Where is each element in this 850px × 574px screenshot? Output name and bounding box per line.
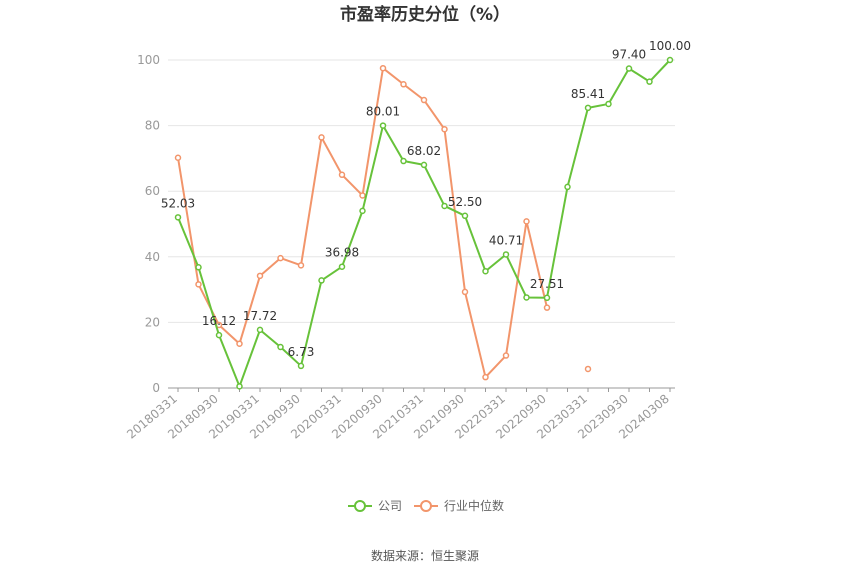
- data-point: [584, 104, 592, 112]
- data-label: 100.00: [649, 39, 691, 53]
- data-point: [277, 254, 284, 262]
- data-point: [236, 383, 243, 390]
- series-line: [177, 59, 671, 388]
- data-point: [441, 202, 448, 210]
- data-point: [215, 331, 223, 339]
- data-point: [195, 281, 202, 288]
- data-point: [297, 362, 305, 370]
- data-point: [359, 192, 366, 199]
- data-point: [277, 343, 284, 351]
- data-point: [523, 218, 530, 225]
- y-tick-label: 100: [137, 53, 160, 67]
- series-layer: [174, 56, 674, 390]
- data-point: [482, 373, 489, 381]
- data-point: [646, 78, 653, 85]
- data-label: 52.50: [448, 195, 482, 209]
- y-tick-label: 60: [145, 184, 160, 198]
- data-point: [543, 294, 551, 302]
- data-point: [605, 100, 612, 108]
- data-label: 40.71: [489, 233, 523, 247]
- data-point: [482, 267, 489, 275]
- data-label: 68.02: [407, 144, 441, 158]
- data-point: [420, 96, 428, 104]
- grid: [168, 59, 675, 323]
- legend-item-industry-median[interactable]: 行业中位数: [414, 498, 504, 513]
- data-point: [195, 264, 202, 271]
- data-point: [666, 56, 674, 64]
- y-tick-label: 0: [152, 381, 160, 395]
- legend-label: 公司: [378, 499, 402, 513]
- data-point: [236, 340, 243, 347]
- legend-marker: [420, 500, 432, 512]
- data-point: [441, 125, 448, 133]
- legend[interactable]: 公司 行业中位数: [348, 498, 504, 513]
- data-point: [256, 326, 264, 334]
- data-label: 85.41: [571, 87, 605, 101]
- series-line: [177, 67, 548, 379]
- data-point: [400, 157, 407, 165]
- data-labels: 52.03 16.12 17.72 6.73 36.98 80.01 68.02 52.50 4…: [161, 39, 691, 359]
- y-tick-label: 40: [145, 250, 160, 264]
- data-label: 36.98: [325, 246, 359, 260]
- data-point: [338, 263, 346, 270]
- data-label: 80.01: [366, 105, 400, 119]
- data-point: [297, 262, 305, 269]
- data-label: 97.40: [612, 48, 646, 62]
- data-point: [543, 304, 551, 311]
- data-label: 16.12: [202, 314, 236, 328]
- data-point: [523, 294, 530, 301]
- data-point: [174, 154, 182, 161]
- data-label: 27.51: [530, 277, 564, 291]
- data-point: [318, 134, 325, 141]
- data-point: [256, 272, 264, 280]
- data-point: [338, 171, 346, 179]
- data-label: 17.72: [243, 309, 277, 323]
- data-point: [502, 251, 510, 258]
- series-industry-median: [174, 64, 592, 381]
- x-axis: 2018033120180930201903312019093020200331…: [124, 387, 675, 442]
- legend-marker: [354, 500, 366, 512]
- data-point: [584, 365, 592, 373]
- legend-item-company[interactable]: 公司: [348, 499, 402, 513]
- data-point: [318, 277, 325, 284]
- legend-label: 行业中位数: [444, 498, 504, 513]
- source-note: 数据来源：恒生聚源: [371, 548, 479, 563]
- chart-title: 市盈率历史分位（%）: [340, 4, 510, 25]
- data-point: [461, 212, 469, 220]
- data-point: [420, 161, 428, 169]
- data-point: [461, 288, 469, 296]
- data-point: [379, 64, 387, 72]
- data-point: [379, 122, 387, 129]
- series-company: [174, 56, 674, 390]
- data-point: [625, 65, 633, 72]
- y-tick-label: 80: [145, 119, 160, 133]
- data-point: [564, 183, 571, 191]
- data-point: [400, 81, 407, 88]
- y-axis: 0 20 40 60 80 100: [137, 53, 160, 395]
- data-label: 6.73: [288, 345, 315, 359]
- data-label: 52.03: [161, 196, 195, 210]
- data-point: [359, 207, 366, 215]
- data-point: [502, 352, 510, 359]
- data-point: [174, 214, 182, 221]
- y-tick-label: 20: [145, 315, 160, 329]
